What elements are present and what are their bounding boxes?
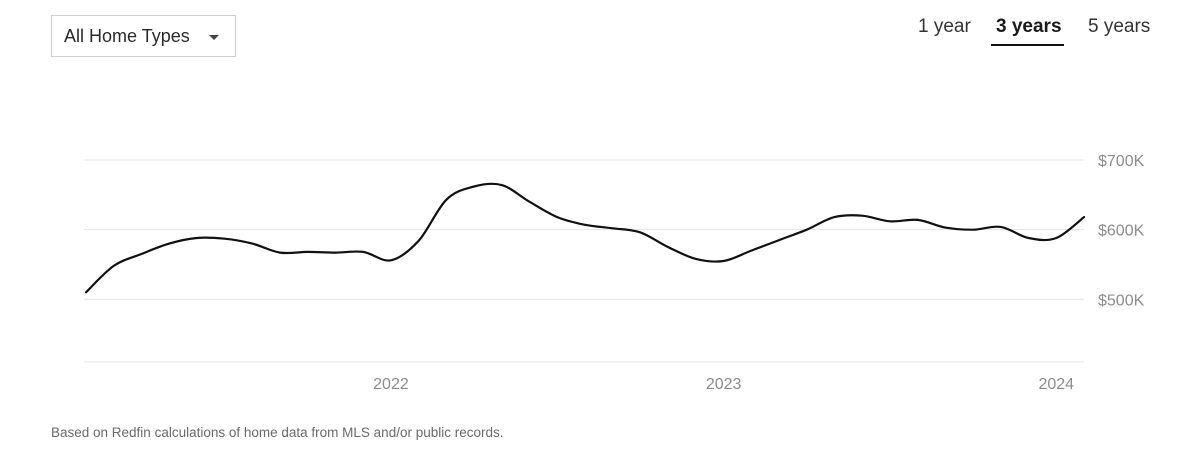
tab-1-year[interactable]: 1 year xyxy=(918,16,971,37)
caret-down-icon xyxy=(209,35,219,40)
x-tick-label: 2024 xyxy=(1038,376,1074,393)
median-price-line xyxy=(84,182,1086,294)
y-tick-label: $500K xyxy=(1098,292,1145,309)
footnote: Based on Redfin calculations of home dat… xyxy=(51,425,504,440)
x-tick-label: 2023 xyxy=(706,376,742,393)
tab-5-years[interactable]: 5 years xyxy=(1088,16,1151,37)
x-tick-label: 2022 xyxy=(373,376,409,393)
selected-tab-underline xyxy=(991,44,1064,46)
y-tick-label: $700K xyxy=(1098,153,1145,170)
home-type-dropdown[interactable]: All Home Types xyxy=(51,15,236,57)
home-type-dropdown-label: All Home Types xyxy=(64,25,190,46)
tab-3-years[interactable]: 3 years xyxy=(996,16,1062,37)
range-tabs: 1 year 3 years 5 years xyxy=(0,15,1200,55)
y-tick-label: $600K xyxy=(1098,223,1145,240)
